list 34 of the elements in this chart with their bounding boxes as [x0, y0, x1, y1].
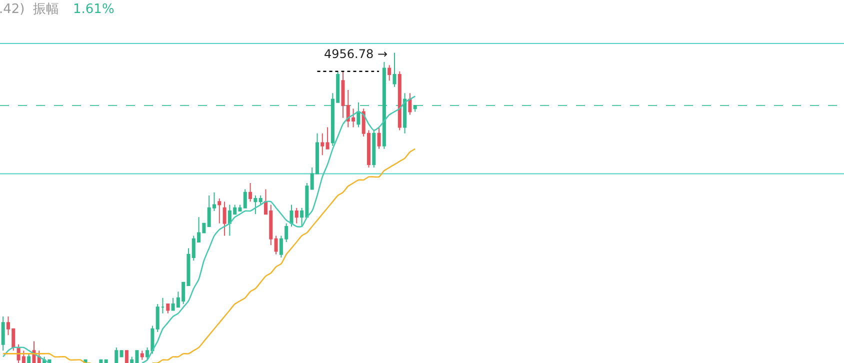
candlestick	[248, 182, 252, 202]
candlestick	[218, 198, 222, 224]
candlestick	[377, 126, 381, 150]
candlestick	[140, 350, 144, 360]
candlestick	[388, 64, 392, 82]
candlestick	[104, 359, 108, 363]
text: 1.61%	[73, 2, 114, 17]
candlestick	[320, 132, 324, 156]
candlestick	[258, 194, 262, 206]
candlestick	[403, 92, 407, 134]
candlestick	[160, 297, 164, 314]
candlestick	[156, 304, 160, 332]
candlestick	[254, 194, 258, 215]
candlestick	[99, 359, 103, 363]
text: .42) 振幅	[0, 2, 60, 17]
candlestick	[408, 92, 412, 116]
candlestick	[382, 62, 386, 150]
candlestick	[124, 350, 128, 363]
candlestick	[120, 350, 124, 358]
candlestick	[290, 204, 294, 227]
candlestick	[274, 235, 278, 255]
annotation: 4956.78 →	[324, 47, 388, 61]
candlestick	[413, 104, 417, 112]
candlestick	[398, 70, 402, 131]
candlestick	[1, 316, 5, 352]
candlestick	[326, 126, 330, 150]
candlestick	[356, 102, 360, 128]
candlestick	[27, 353, 31, 363]
candlestick	[392, 52, 396, 88]
candlestick	[372, 130, 376, 168]
candlestick	[166, 304, 170, 314]
candlestick	[294, 207, 298, 224]
candlestick	[114, 346, 118, 363]
candlestick	[222, 201, 226, 236]
